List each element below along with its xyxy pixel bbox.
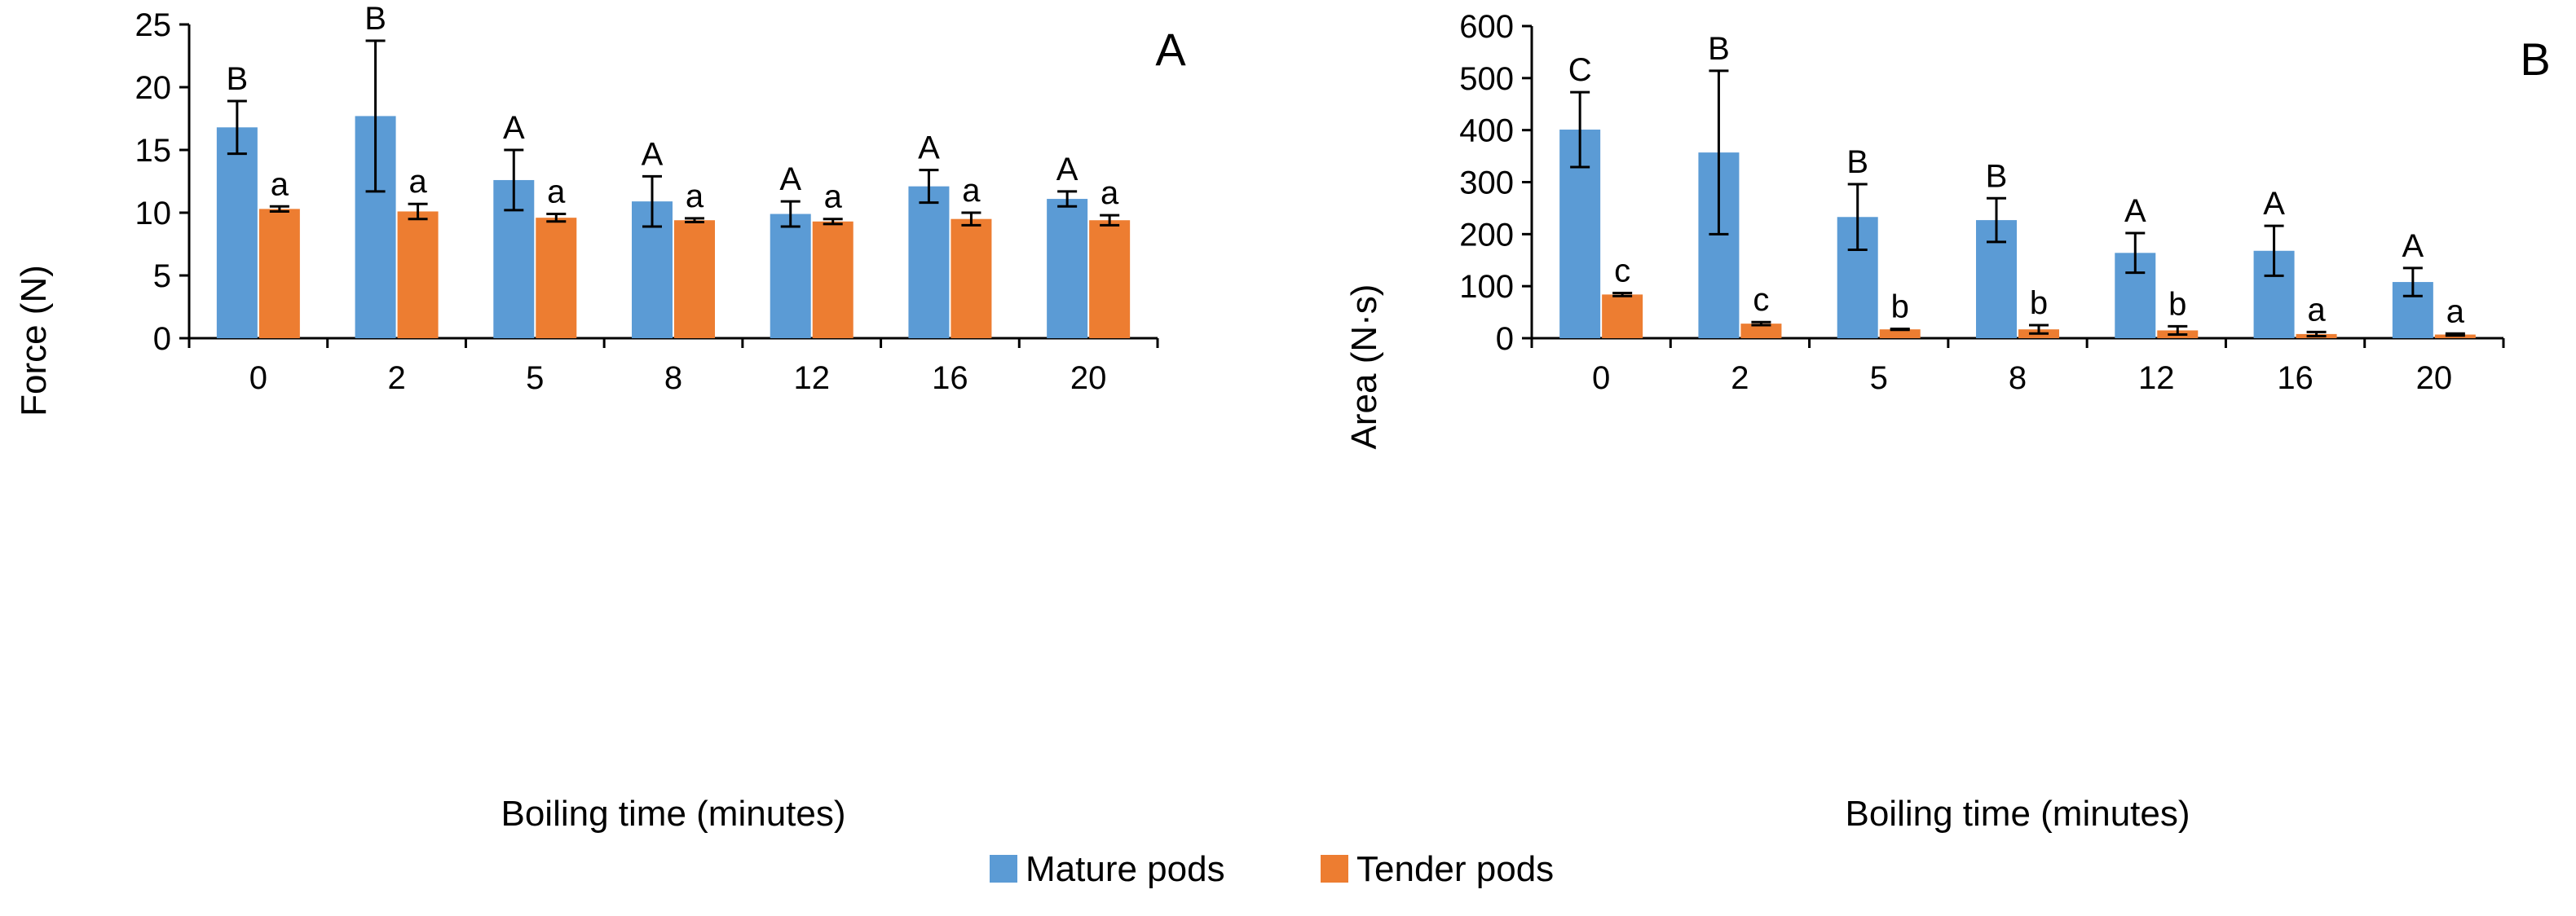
significance-letter-mature-b: B bbox=[1986, 158, 2008, 194]
bar-mature-a bbox=[908, 186, 950, 338]
x-tick-label-b: 12 bbox=[2138, 360, 2175, 396]
significance-letter-tender-a: a bbox=[686, 178, 704, 214]
x-axis-title-b: Boiling time (minutes) bbox=[1845, 794, 2190, 834]
bar-tender-b bbox=[1879, 329, 1921, 338]
x-tick-label-a: 5 bbox=[526, 360, 544, 396]
significance-letter-tender-a: a bbox=[271, 166, 289, 202]
y-tick-label-b: 300 bbox=[1459, 165, 1514, 201]
significance-letter-mature-b: B bbox=[1708, 31, 1730, 67]
bar-tender-a bbox=[1089, 220, 1131, 338]
bar-tender-a bbox=[812, 221, 854, 338]
y-tick-label-a: 0 bbox=[153, 321, 171, 357]
y-tick-label-a: 20 bbox=[135, 70, 172, 106]
bar-tender-a bbox=[674, 220, 715, 338]
significance-letter-mature-b: A bbox=[2263, 186, 2285, 222]
x-tick-label-b: 5 bbox=[1870, 360, 1888, 396]
y-tick-label-b: 0 bbox=[1496, 321, 1514, 357]
significance-letter-tender-a: a bbox=[547, 174, 566, 210]
significance-letter-mature-b: B bbox=[1846, 144, 1868, 180]
significance-letter-mature-a: B bbox=[364, 1, 386, 37]
significance-letter-mature-a: A bbox=[642, 136, 664, 172]
x-tick-label-b: 8 bbox=[2009, 360, 2027, 396]
legend-label-tender-pods: Tender pods bbox=[1356, 849, 1554, 889]
chart-panel-a: Force (N) Boiling time (minutes) A 0 5 10 1… bbox=[14, 1, 1186, 834]
x-axis-title-a: Boiling time (minutes) bbox=[501, 794, 845, 834]
y-tick-label-a: 25 bbox=[135, 7, 172, 43]
legend-swatch-tender-pods bbox=[1321, 855, 1348, 883]
x-tick-label-b: 16 bbox=[2277, 360, 2314, 396]
x-tick-label-a: 0 bbox=[249, 360, 267, 396]
significance-letter-tender-b: c bbox=[1614, 253, 1630, 288]
significance-letter-mature-b: A bbox=[2402, 228, 2424, 264]
significance-letter-mature-a: A bbox=[503, 110, 525, 146]
x-tick-label-b: 0 bbox=[1592, 360, 1610, 396]
bar-mature-a bbox=[770, 214, 811, 338]
y-axis-title-b: Area (N·s) bbox=[1344, 284, 1384, 450]
significance-letter-tender-a: a bbox=[408, 164, 427, 200]
panel-label-a: A bbox=[1155, 24, 1186, 75]
bar-mature-a bbox=[216, 127, 258, 338]
legend: Mature pods Tender pods bbox=[990, 849, 1554, 889]
bar-tender-b bbox=[1740, 324, 1782, 338]
bar-tender-a bbox=[536, 218, 577, 338]
chart-panel-b: Area (N·s) Boiling time (minutes) B 0 100… bbox=[1344, 9, 2551, 834]
bar-tender-a bbox=[397, 211, 439, 338]
x-tick-label-a: 2 bbox=[387, 360, 405, 396]
x-tick-label-b: 2 bbox=[1731, 360, 1749, 396]
panel-label-b: B bbox=[2520, 33, 2550, 85]
bar-tender-a bbox=[258, 209, 300, 338]
x-tick-label-a: 8 bbox=[664, 360, 682, 396]
x-tick-label-a: 20 bbox=[1070, 360, 1107, 396]
significance-letter-mature-a: A bbox=[1056, 152, 1078, 187]
significance-letter-mature-a: A bbox=[779, 161, 801, 197]
y-tick-label-b: 500 bbox=[1459, 61, 1514, 97]
y-tick-label-a: 10 bbox=[135, 196, 172, 231]
x-tick-label-b: 20 bbox=[2416, 360, 2453, 396]
y-tick-label-a: 5 bbox=[153, 258, 171, 294]
y-axis-title-a: Force (N) bbox=[14, 265, 54, 416]
x-tick-label-a: 12 bbox=[793, 360, 830, 396]
legend-label-mature-pods: Mature pods bbox=[1026, 849, 1225, 889]
y-tick-label-b: 100 bbox=[1459, 269, 1514, 305]
y-tick-label-b: 600 bbox=[1459, 9, 1514, 45]
significance-letter-tender-a: a bbox=[962, 173, 981, 209]
bar-mature-a bbox=[1047, 199, 1088, 338]
x-tick-label-a: 16 bbox=[932, 360, 968, 396]
bar-tender-a bbox=[951, 218, 992, 338]
significance-letter-tender-b: b bbox=[1891, 289, 1909, 325]
significance-letter-tender-b: c bbox=[1753, 282, 1769, 318]
y-tick-label-b: 400 bbox=[1459, 113, 1514, 149]
significance-letter-tender-b: a bbox=[2307, 292, 2326, 328]
y-tick-label-b: 200 bbox=[1459, 217, 1514, 253]
significance-letter-tender-a: a bbox=[1101, 175, 1119, 211]
significance-letter-mature-b: C bbox=[1568, 52, 1592, 88]
legend-swatch-mature-pods bbox=[990, 855, 1017, 883]
significance-letter-tender-a: a bbox=[824, 179, 843, 215]
significance-letter-mature-a: B bbox=[227, 61, 249, 97]
y-tick-label-a: 15 bbox=[135, 133, 172, 169]
significance-letter-mature-b: A bbox=[2124, 193, 2146, 229]
significance-letter-mature-a: A bbox=[918, 130, 940, 166]
significance-letter-tender-b: a bbox=[2446, 293, 2465, 329]
significance-letter-tender-b: b bbox=[2168, 286, 2186, 322]
significance-letter-tender-b: b bbox=[2030, 285, 2048, 321]
bar-tender-b bbox=[1602, 294, 1643, 338]
